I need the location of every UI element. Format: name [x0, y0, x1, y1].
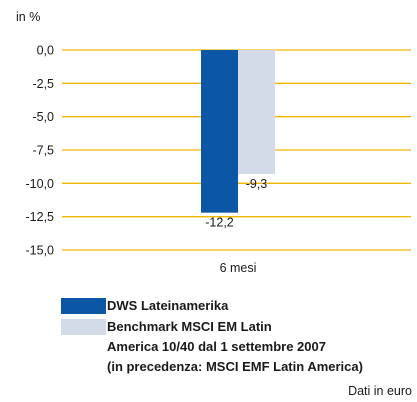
x-category-label: 6 mesi	[220, 261, 257, 275]
y-tick-label: 0,0	[37, 44, 54, 58]
bar-value-label: -12,2	[205, 216, 234, 230]
bars	[201, 50, 275, 213]
y-tick-label: -10,0	[26, 177, 55, 191]
legend-swatch-fund	[61, 298, 106, 314]
y-axis-label: in %	[16, 10, 40, 24]
bar-benchmark	[238, 50, 275, 174]
legend-label-benchmark-line1: Benchmark MSCI EM Latin	[107, 319, 272, 334]
y-tick-labels: 0,0 -2,5 -5,0 -7,5 -10,0 -12,5 -15,0	[26, 44, 55, 258]
source-note: Dati in euro	[348, 384, 412, 398]
bar-dws-lateinamerika	[201, 50, 238, 213]
y-tick-label: -7,5	[32, 144, 54, 158]
bar-value-label: -9,3	[246, 177, 268, 191]
y-tick-label: -12,5	[26, 210, 55, 224]
y-tick-label: -2,5	[32, 77, 54, 91]
y-tick-label: -5,0	[32, 110, 54, 124]
y-tick-label: -15,0	[26, 244, 55, 258]
bar-chart: in % 0,0 -2,5 -5,0 -7,5 -10,0 -12,5 -15,0 -12,…	[16, 10, 411, 275]
legend-label-fund: DWS Lateinamerika	[107, 298, 229, 313]
legend-swatch-benchmark	[61, 319, 106, 335]
legend-label-benchmark-line3: (in precedenza: MSCI EMF Latin America)	[107, 359, 363, 374]
bar-value-labels: -12,2 -9,3	[205, 177, 267, 230]
legend-label-benchmark-line2: America 10/40 dal 1 settembre 2007	[107, 339, 326, 354]
